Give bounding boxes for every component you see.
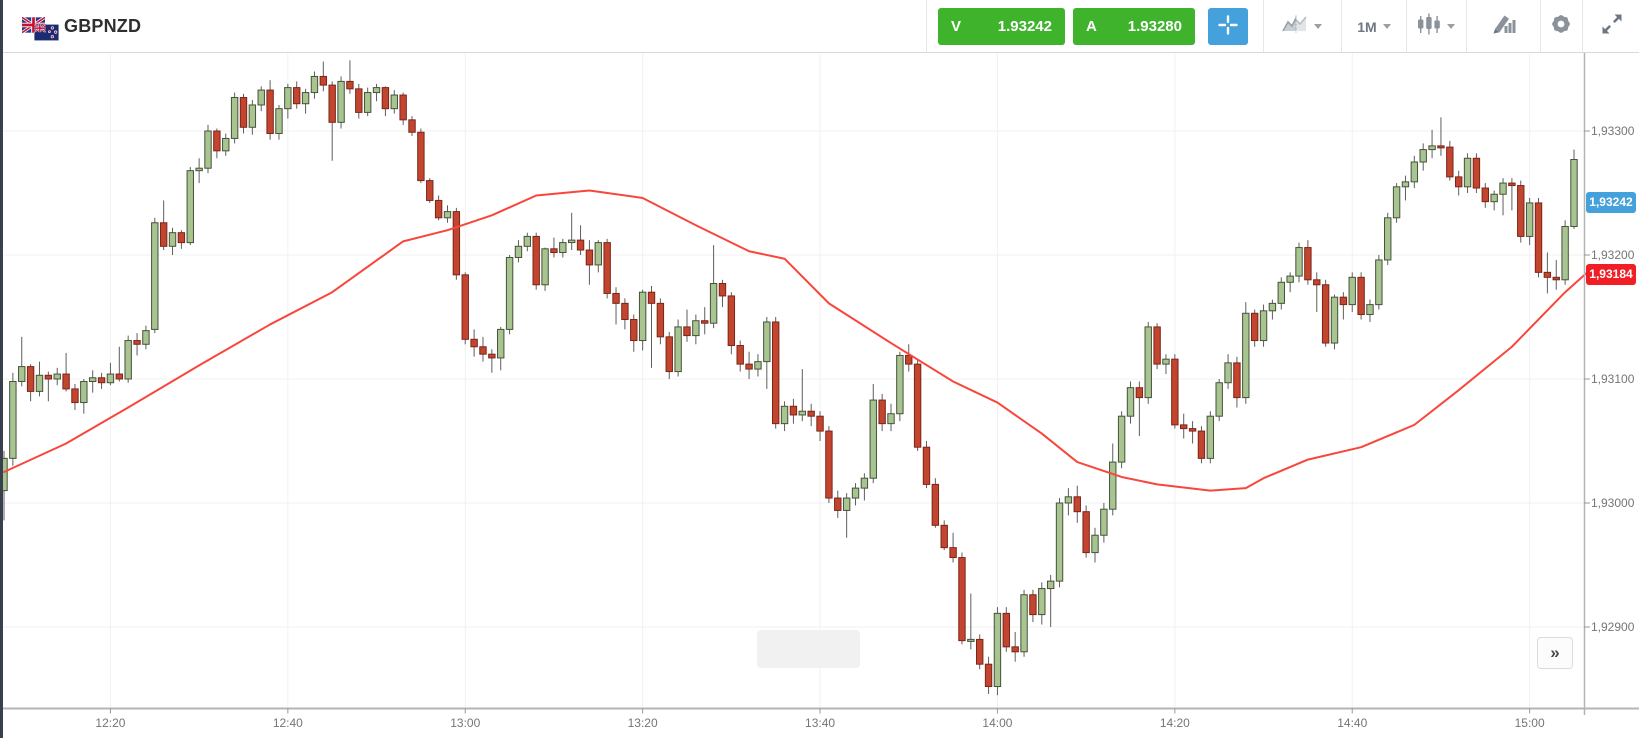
timeframe-dropdown[interactable]: 1M — [1348, 0, 1400, 53]
price-axis-label: 1,93100 — [1591, 372, 1635, 386]
candlestick-chart[interactable] — [0, 53, 1639, 715]
chevron-down-icon — [1382, 24, 1391, 29]
time-axis-label: 14:40 — [1337, 716, 1368, 730]
sell-button[interactable]: V 1.93242 — [938, 8, 1065, 45]
marker-pen-icon — [1491, 14, 1516, 40]
sell-price: 1.93242 — [997, 18, 1052, 35]
app-left-border — [0, 0, 3, 738]
time-axis-label: 13:40 — [805, 716, 836, 730]
instrument-symbol: GBPNZD — [64, 16, 142, 36]
timeframe-label: 1M — [1357, 18, 1377, 35]
collapse-panel-button[interactable]: » — [1537, 637, 1573, 669]
expand-arrows-icon — [1599, 11, 1625, 42]
crosshair-icon — [1216, 13, 1240, 40]
crosshair-tool-button[interactable] — [1208, 8, 1248, 45]
ma-value-badge: 1,93184 — [1586, 264, 1636, 286]
buy-price: 1.93280 — [1127, 18, 1182, 35]
chart-watermark-box — [757, 630, 860, 668]
toolbar-divider — [1263, 0, 1264, 52]
buy-label: A — [1086, 18, 1097, 35]
toolbar-divider — [1582, 0, 1583, 52]
chevron-down-icon — [1447, 24, 1455, 29]
price-axis-label: 1,93200 — [1591, 248, 1635, 262]
chevron-down-icon — [1314, 24, 1322, 29]
time-axis-label: 14:20 — [1159, 716, 1190, 730]
last-price-badge: 1,93242 — [1586, 192, 1636, 214]
price-axis-label: 1,92900 — [1591, 620, 1635, 634]
candlestick-icon — [1417, 12, 1441, 41]
nz-flag-icon — [33, 23, 60, 46]
time-axis-label: 13:20 — [627, 716, 658, 730]
time-axis-label: 12:20 — [95, 716, 126, 730]
settings-button[interactable] — [1544, 0, 1578, 53]
candle-style-dropdown[interactable] — [1412, 0, 1460, 53]
time-axis-label: 14:00 — [982, 716, 1013, 730]
toolbar-divider — [1341, 0, 1342, 52]
sell-label: V — [951, 18, 962, 35]
area-chart-icon — [1282, 14, 1308, 39]
price-axis-label: 1,93300 — [1591, 124, 1635, 138]
toolbar-divider — [1466, 0, 1467, 52]
toolbar-divider — [1540, 0, 1541, 52]
chart-toolbar: GBPNZD V 1.93242 A 1.93280 — [0, 0, 1639, 53]
fullscreen-button[interactable] — [1590, 0, 1634, 53]
time-axis-label: 12:40 — [272, 716, 303, 730]
time-axis-label: 13:00 — [450, 716, 481, 730]
chart-area[interactable]: 1,93300 1,93200 1,93100 1,93000 1,92900 12:2… — [0, 53, 1639, 738]
time-axis-label: 15:00 — [1514, 716, 1545, 730]
buy-button[interactable]: A 1.93280 — [1073, 8, 1195, 45]
gear-icon — [1549, 12, 1573, 41]
toolbar-divider — [1406, 0, 1407, 52]
price-axis-label: 1,93000 — [1591, 496, 1635, 510]
drawing-tools-button[interactable] — [1472, 0, 1534, 53]
chart-type-dropdown[interactable] — [1270, 0, 1334, 53]
toolbar-divider — [926, 0, 927, 52]
